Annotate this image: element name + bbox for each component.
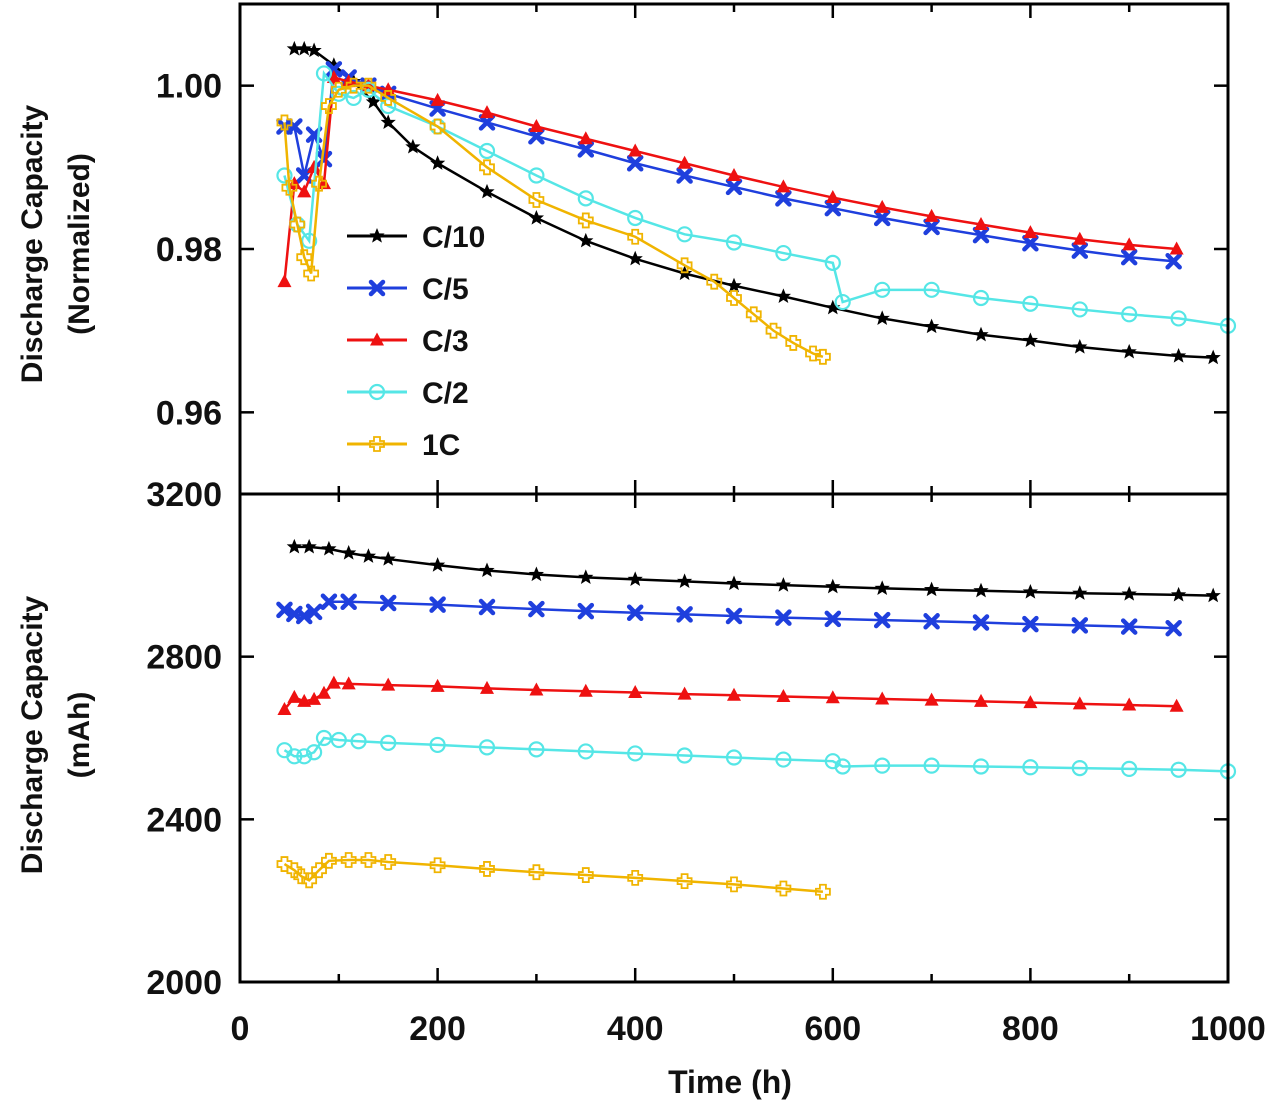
x-tick-label: 1000 bbox=[1190, 1010, 1266, 1048]
bottom-data-point bbox=[677, 573, 693, 589]
bottom-data-point bbox=[286, 538, 302, 554]
legend-item: 1C bbox=[347, 429, 460, 462]
legend-label: 1C bbox=[422, 429, 460, 462]
bottom-y-axis-label-2: (mAh) bbox=[63, 692, 96, 779]
top-y-axis-label: Discharge Capacity bbox=[16, 104, 49, 383]
bottom-axes: 2000 2400 2800 3200 0 200 400 600 800 1000 bbox=[146, 476, 1265, 1048]
x-tick-label: 200 bbox=[409, 1010, 466, 1048]
top-data-point bbox=[277, 274, 292, 288]
top-axes: 0.96 0.98 1.00 bbox=[156, 4, 1228, 494]
bottom-series-c-10 bbox=[286, 538, 1221, 603]
top-series-line bbox=[284, 67, 1174, 263]
bottom-data-point bbox=[326, 675, 341, 689]
bottom-data-point bbox=[380, 551, 396, 566]
bottom-y-tick-label: 2400 bbox=[146, 801, 222, 839]
top-data-point bbox=[973, 326, 989, 342]
bottom-y-label-line2: (mAh) bbox=[63, 692, 96, 779]
bottom-data-point bbox=[528, 566, 544, 582]
bottom-series-c-5 bbox=[278, 596, 1179, 634]
x-tick-label: 0 bbox=[231, 1010, 250, 1048]
bottom-data-point bbox=[341, 544, 357, 560]
legend-label: C/5 bbox=[422, 273, 469, 306]
bottom-data-point bbox=[874, 580, 890, 595]
top-data-point bbox=[775, 288, 791, 303]
bottom-data-point bbox=[479, 562, 495, 578]
top-y-tick-label: 0.98 bbox=[156, 231, 222, 269]
legend-item: C/2 bbox=[347, 377, 469, 410]
top-data-point bbox=[1171, 347, 1187, 363]
bottom-y-label-line1: Discharge Capacity bbox=[16, 595, 49, 874]
x-tick-label: 800 bbox=[1002, 1010, 1059, 1048]
legend-item: C/10 bbox=[347, 221, 485, 254]
top-series-1c bbox=[276, 77, 831, 365]
top-series-line bbox=[283, 84, 824, 358]
bottom-y-tick-label: 2800 bbox=[146, 639, 222, 677]
bottom-data-point bbox=[578, 569, 594, 584]
top-data-point bbox=[874, 310, 890, 326]
top-y-axis-label-2: (Normalized) bbox=[63, 153, 96, 335]
bottom-data-point bbox=[430, 557, 446, 572]
bottom-data-point bbox=[287, 689, 302, 703]
bottom-data-point bbox=[1022, 584, 1038, 599]
top-data-point bbox=[479, 183, 495, 199]
bottom-data-point bbox=[775, 577, 791, 592]
bottom-data-point bbox=[726, 575, 742, 591]
normalized-capacity-panel: 0.96 0.98 1.00 Discharge Capacity (Normali… bbox=[16, 2, 1237, 496]
legend: C/10 C/5 C/3 C/2 1C bbox=[347, 221, 485, 462]
x-tick-label: 400 bbox=[607, 1010, 664, 1048]
bottom-series-line bbox=[283, 736, 1229, 773]
legend-label: C/10 bbox=[422, 221, 485, 254]
bottom-data-point bbox=[1205, 587, 1221, 603]
bottom-series-c-2 bbox=[276, 729, 1237, 780]
bottom-data-point bbox=[924, 581, 940, 597]
top-series-line bbox=[294, 47, 1214, 359]
top-data-point bbox=[924, 318, 940, 334]
bottom-data-point bbox=[301, 538, 317, 554]
bottom-data-point bbox=[973, 582, 989, 598]
top-y-tick-label: 1.00 bbox=[156, 68, 222, 106]
bottom-data-point bbox=[1171, 586, 1187, 602]
bottom-series-layer bbox=[276, 538, 1237, 900]
top-data-point bbox=[627, 250, 643, 266]
bottom-data-point bbox=[825, 578, 841, 594]
bottom-data-point bbox=[1121, 586, 1137, 601]
top-data-point bbox=[528, 209, 544, 225]
bottom-y-axis-label: Discharge Capacity bbox=[16, 595, 49, 874]
top-data-point bbox=[1205, 349, 1221, 365]
top-series-c-3 bbox=[277, 70, 1184, 288]
top-series-layer bbox=[276, 40, 1237, 365]
top-data-point bbox=[1022, 332, 1038, 348]
top-y-label-line1: Discharge Capacity bbox=[16, 104, 49, 383]
legend-item: C/3 bbox=[347, 325, 469, 358]
legend-item: C/5 bbox=[347, 273, 469, 306]
bottom-data-point bbox=[627, 571, 643, 586]
bottom-data-point bbox=[1072, 585, 1088, 600]
top-series-c-5 bbox=[278, 63, 1179, 267]
x-axis-label: Time (h) bbox=[668, 1064, 792, 1100]
top-y-label-line2: (Normalized) bbox=[63, 153, 96, 335]
top-y-tick-label: 0.96 bbox=[156, 394, 222, 432]
x-tick-label: 600 bbox=[804, 1010, 861, 1048]
legend-label: C/3 bbox=[422, 325, 469, 358]
bottom-series-1c bbox=[276, 852, 831, 900]
bottom-y-tick-label: 3200 bbox=[146, 476, 222, 514]
bottom-series-c-3 bbox=[277, 675, 1184, 716]
absolute-capacity-panel: 2000 2400 2800 3200 0 200 400 600 800 1000 Discha… bbox=[16, 476, 1266, 1100]
legend-label: C/2 bbox=[422, 377, 469, 410]
legend-swatch-marker bbox=[369, 228, 385, 243]
bottom-data-point bbox=[360, 548, 377, 563]
bottom-y-tick-label: 2000 bbox=[146, 964, 222, 1002]
bottom-series-line bbox=[283, 600, 1174, 630]
top-data-point bbox=[1121, 343, 1137, 359]
top-data-point bbox=[1072, 339, 1088, 354]
bottom-plot-frame bbox=[238, 492, 1230, 984]
bottom-series-line bbox=[294, 545, 1214, 597]
top-data-point bbox=[578, 232, 594, 248]
bottom-data-point bbox=[321, 540, 337, 556]
